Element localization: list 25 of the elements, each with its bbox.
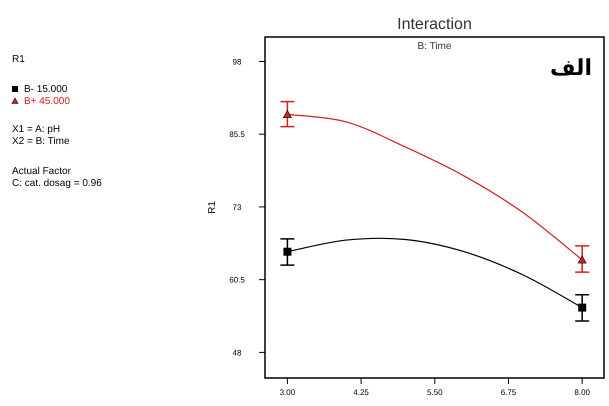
y-axis-title: R1 bbox=[207, 200, 218, 214]
x-tick-label: 3.00 bbox=[280, 388, 296, 397]
x-tick-label: 6.75 bbox=[500, 388, 517, 397]
point bbox=[578, 256, 586, 264]
x-tick-label: 8.00 bbox=[574, 388, 591, 397]
text: X1 = A: pH bbox=[12, 124, 60, 135]
chart-title: Interaction bbox=[397, 16, 472, 33]
annotation: الف bbox=[550, 56, 592, 81]
y-tick-label: 98 bbox=[232, 57, 242, 66]
chart-subtitle: B: Time bbox=[418, 41, 452, 52]
text: C: cat. dosag = 0.96 bbox=[12, 178, 102, 189]
legend-title: R1 bbox=[12, 54, 26, 65]
y-tick-label: 48 bbox=[232, 348, 242, 358]
text: X2 = B: Time bbox=[12, 136, 70, 147]
point bbox=[578, 304, 586, 312]
y-tick-label: 60.5 bbox=[229, 276, 246, 285]
legend-label: B+ 45.000 bbox=[24, 96, 70, 107]
x-tick-label: 4.25 bbox=[353, 388, 370, 397]
y-tick-label: 73 bbox=[232, 202, 242, 212]
point bbox=[283, 248, 292, 256]
text: Actual Factor bbox=[12, 166, 72, 177]
x-tick-label: 5.50 bbox=[427, 388, 444, 397]
legend-label: B- 15.000 bbox=[24, 84, 68, 95]
point bbox=[283, 110, 292, 118]
y-tick-label: 85.5 bbox=[229, 130, 246, 140]
